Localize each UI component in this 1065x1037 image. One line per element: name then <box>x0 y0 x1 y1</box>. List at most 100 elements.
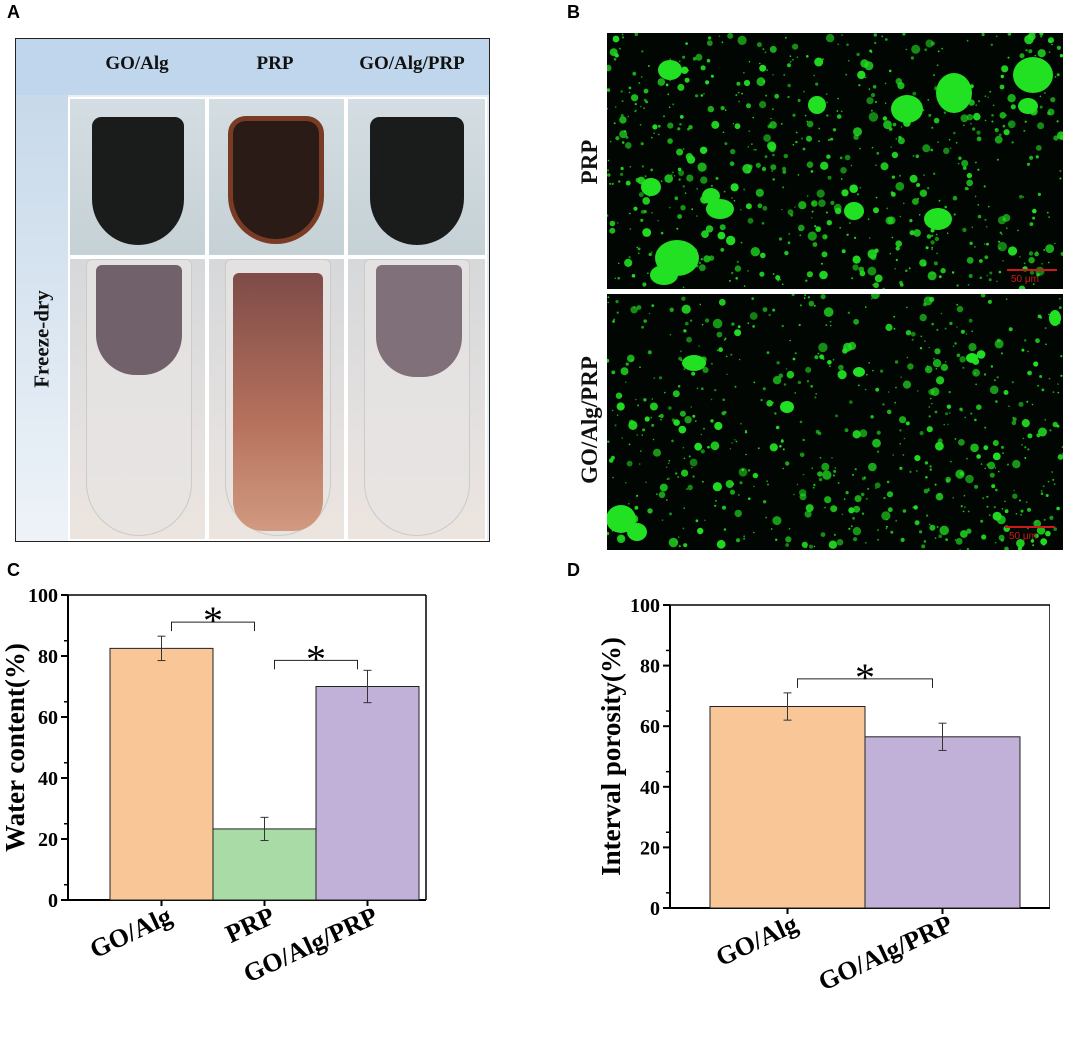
fluorescent-spot <box>1007 246 1018 256</box>
fluorescent-spot <box>613 318 616 321</box>
fluorescent-spot <box>899 416 907 424</box>
fluorescent-spot <box>806 195 809 197</box>
column-header-prp: PRP <box>256 53 294 74</box>
fluorescent-spot <box>852 264 859 271</box>
fluorescent-spot <box>996 280 998 283</box>
fluorescent-spot <box>931 246 933 249</box>
fluorescent-spot <box>781 283 784 285</box>
fluorescent-spot <box>868 112 879 122</box>
fluorescent-spot <box>959 549 961 550</box>
fluorescent-spot <box>944 205 947 209</box>
fluorescent-spot <box>770 164 777 171</box>
fluorescent-spot <box>772 516 782 526</box>
fluorescent-spot <box>871 109 873 112</box>
fluorescent-spot <box>748 61 751 63</box>
fluorescent-spot <box>695 519 699 523</box>
fluorescent-spot <box>759 62 761 65</box>
fluorescent-spot <box>952 497 954 499</box>
fluorescent-spot <box>939 525 949 536</box>
fluorescent-spot <box>966 257 974 264</box>
fluorescent-spot <box>694 420 697 422</box>
fluorescent-spot <box>953 131 956 135</box>
fluorescent-spot <box>734 265 742 272</box>
fluorescent-spot <box>1018 401 1024 407</box>
fluorescent-spot <box>806 135 812 142</box>
fluorescent-spot <box>736 538 740 543</box>
fluorescent-spot <box>820 532 826 537</box>
fluorescent-spot <box>741 92 743 95</box>
fluorescent-spot <box>783 383 787 386</box>
fluorescent-spot <box>789 339 791 342</box>
fluorescent-spot <box>997 241 1007 252</box>
fluorescent-spot <box>1017 229 1019 232</box>
fluorescent-spot <box>885 525 888 528</box>
fluorescent-spot <box>852 255 861 264</box>
fluorescent-spot <box>933 74 935 77</box>
fluorescent-spot <box>613 122 616 125</box>
fluorescent-spot <box>731 482 734 486</box>
fluorescent-spot <box>722 131 725 134</box>
fluorescent-spot <box>607 531 610 536</box>
fluorescent-spot <box>807 296 811 299</box>
fluorescent-spot <box>628 263 631 266</box>
fluorescent-spot <box>707 36 712 40</box>
fluorescent-spot <box>716 539 726 549</box>
fluorescent-spot <box>801 541 808 548</box>
fluorescent-spot <box>938 199 941 202</box>
fluorescent-spot <box>1047 111 1051 115</box>
fluorescent-spot <box>692 414 696 418</box>
fluorescent-spot <box>667 122 674 129</box>
fluorescent-spot <box>1003 129 1010 136</box>
fluorescent-spot <box>978 100 981 103</box>
fluorescent-spot <box>620 114 624 117</box>
fluorescent-spot <box>873 33 877 37</box>
fluorescent-spot <box>764 155 768 158</box>
fluorescent-spot <box>671 418 676 422</box>
fluorescent-spot <box>919 347 923 350</box>
fluorescent-spot <box>664 391 666 394</box>
fluorescent-spot <box>658 133 660 136</box>
fluorescent-spot <box>898 135 902 140</box>
fluorescent-spot <box>794 206 796 208</box>
fluorescent-spot <box>700 433 703 436</box>
fluorescent-spot <box>845 491 849 495</box>
fluorescent-spot <box>1060 374 1063 377</box>
fluorescent-spot <box>770 528 773 530</box>
fluorescent-spot <box>860 492 865 497</box>
y-tick-label: 0 <box>650 898 660 920</box>
fluorescent-spot <box>676 227 679 230</box>
fluorescent-spot <box>644 175 647 178</box>
fluorescent-spot <box>714 421 723 431</box>
fluorescent-spot <box>791 294 795 296</box>
fluorescent-spot <box>908 267 911 270</box>
fluorescent-spot <box>940 312 943 315</box>
fluorescent-spot <box>913 229 921 237</box>
fluorescent-spot <box>931 248 933 250</box>
fluorescent-spot <box>979 276 983 280</box>
fluorescent-spot <box>966 528 972 534</box>
fluorescent-spot <box>792 113 796 117</box>
fluorescent-spot <box>620 166 624 171</box>
fluorescent-spot <box>637 404 640 407</box>
fluorescent-spot <box>627 115 630 118</box>
fluorescent-spot <box>710 74 714 78</box>
fluorescent-spot <box>927 487 930 491</box>
fluorescent-spot <box>734 509 742 518</box>
fluorescent-spot <box>929 468 932 471</box>
fluorescent-spot <box>750 247 760 257</box>
fluorescent-spot <box>805 546 808 549</box>
fluorescent-spot <box>719 224 726 231</box>
fluorescent-spot <box>990 365 994 368</box>
fluorescent-spot <box>986 495 989 498</box>
fluorescent-spot <box>824 496 832 504</box>
fluorescent-spot <box>843 498 846 500</box>
fluorescent-spot <box>930 272 933 275</box>
fluorescent-spot <box>859 429 868 438</box>
fluorescent-spot <box>638 463 641 465</box>
fluorescent-spot <box>730 353 733 356</box>
fluorescent-spot <box>626 460 633 467</box>
fluorescent-spot <box>919 431 924 436</box>
fluorescent-spot <box>957 162 960 165</box>
fluorescent-spot <box>984 426 987 429</box>
fluorescent-spot <box>669 206 671 209</box>
